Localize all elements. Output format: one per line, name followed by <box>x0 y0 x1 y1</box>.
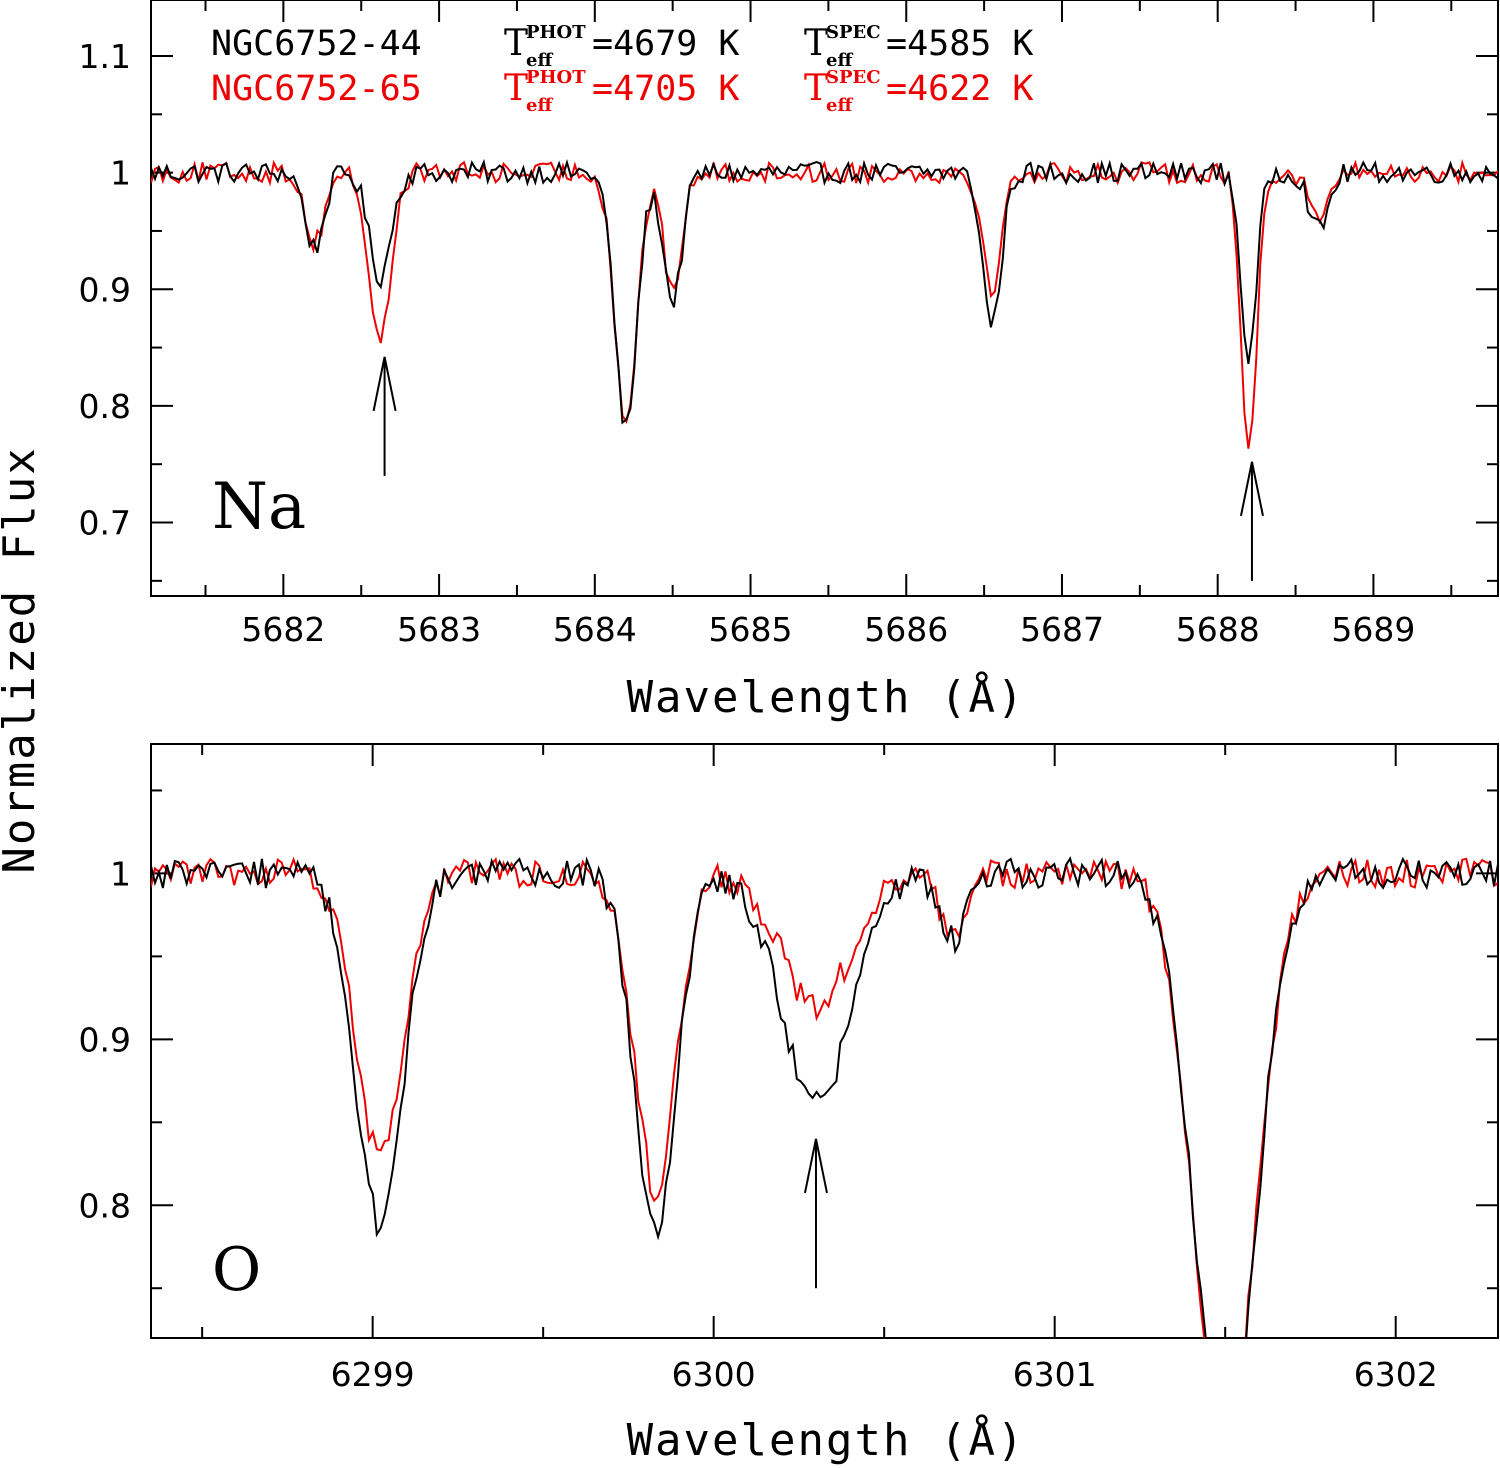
y-axis-title: Normalized Flux <box>0 446 45 873</box>
o-line-marker-arrow <box>803 1138 828 1289</box>
legend-eff-sub-red: eff <box>526 95 553 116</box>
o-element-label: O <box>212 1235 261 1305</box>
legend-teff-phot-black: =4679 K <box>592 24 740 64</box>
na-x-tick-label: 5684 <box>553 610 637 649</box>
legend-eff-sub-red-2: eff <box>826 95 853 116</box>
na-panel-arrows <box>372 356 1264 581</box>
na-x-tick-label: 5687 <box>1020 610 1104 649</box>
o-panel-frame <box>150 743 1499 1339</box>
na-line-marker-arrow <box>1239 461 1264 581</box>
legend-phot-sup-black: PHOT <box>526 22 586 43</box>
legend-entry-red: NGC6752-65 T PHOT eff =4705 K T SPEC eff… <box>211 67 1034 116</box>
na-line-marker-arrow <box>372 356 397 476</box>
o-x-tick-label: 6301 <box>1013 1355 1097 1394</box>
legend-eff-sub-black: eff <box>526 50 553 71</box>
o-x-tick-label: 6299 <box>331 1355 415 1394</box>
na-spectrum-ngc6752-65 <box>151 158 1498 449</box>
na-x-tick-label: 5685 <box>709 610 793 649</box>
na-y-tick-label: 0.8 <box>79 387 131 426</box>
legend-eff-sub-black-2: eff <box>826 50 853 71</box>
legend-teff-spec-black: =4585 K <box>886 24 1034 64</box>
o-spectrum-ngc6752-44 <box>151 856 1498 1338</box>
na-element-label: Na <box>212 470 306 544</box>
o-panel: 6299 6300 6301 6302 0.8 0.9 1 O Wavelength (Å) <box>79 743 1499 1466</box>
legend-teff-phot-symbol-red: T <box>504 68 528 109</box>
na-x-tick-label: 5683 <box>397 610 481 649</box>
na-x-tick-label: 5686 <box>864 610 948 649</box>
na-x-tick-label: 5682 <box>241 610 325 649</box>
na-panel-frame <box>150 0 1499 597</box>
o-y-tick-label: 1 <box>110 854 131 893</box>
legend-teff-spec-red: =4622 K <box>886 69 1034 109</box>
na-y-tick-label: 1 <box>110 154 131 193</box>
na-y-tick-label: 0.9 <box>79 270 131 309</box>
legend-teff-phot-symbol-black: T <box>504 23 528 64</box>
legend: NGC6752-44 T PHOT eff =4679 K T SPEC eff… <box>211 22 1034 116</box>
legend-teff-spec-symbol-black: T <box>804 23 828 64</box>
na-x-tick-label: 5689 <box>1331 610 1415 649</box>
o-x-tick-label: 6300 <box>672 1355 756 1394</box>
legend-spec-sup-red: SPEC <box>826 67 881 88</box>
legend-star-red: NGC6752-65 <box>211 69 422 109</box>
o-panel-ticks: 6299 6300 6301 6302 0.8 0.9 1 <box>79 744 1498 1394</box>
na-x-axis-title: Wavelength (Å) <box>627 670 1026 723</box>
na-panel-series <box>151 158 1498 449</box>
o-x-tick-label: 6302 <box>1354 1355 1438 1394</box>
legend-entry-black: NGC6752-44 T PHOT eff =4679 K T SPEC eff… <box>211 22 1034 71</box>
na-x-tick-label: 5688 <box>1176 610 1260 649</box>
na-panel: 5682 5683 5684 5685 5686 5687 5688 5689 0.7 0.8 0.… <box>79 0 1499 723</box>
o-x-axis-title: Wavelength (Å) <box>627 1413 1026 1466</box>
o-y-tick-label: 0.8 <box>79 1186 131 1225</box>
na-spectrum-ngc6752-44 <box>151 158 1498 425</box>
na-y-tick-label: 0.7 <box>79 504 131 543</box>
legend-phot-sup-red: PHOT <box>526 67 586 88</box>
na-panel-ticks: 5682 5683 5684 5685 5686 5687 5688 5689 0.7 0.8 0.… <box>79 0 1498 649</box>
o-panel-series <box>151 856 1498 1338</box>
legend-teff-phot-red: =4705 K <box>592 69 740 109</box>
o-y-tick-label: 0.9 <box>79 1020 131 1059</box>
o-panel-arrows <box>803 1138 828 1289</box>
legend-teff-spec-symbol-red: T <box>804 68 828 109</box>
na-y-tick-label: 1.1 <box>79 37 131 76</box>
legend-star-black: NGC6752-44 <box>211 24 422 64</box>
legend-spec-sup-black: SPEC <box>826 22 881 43</box>
